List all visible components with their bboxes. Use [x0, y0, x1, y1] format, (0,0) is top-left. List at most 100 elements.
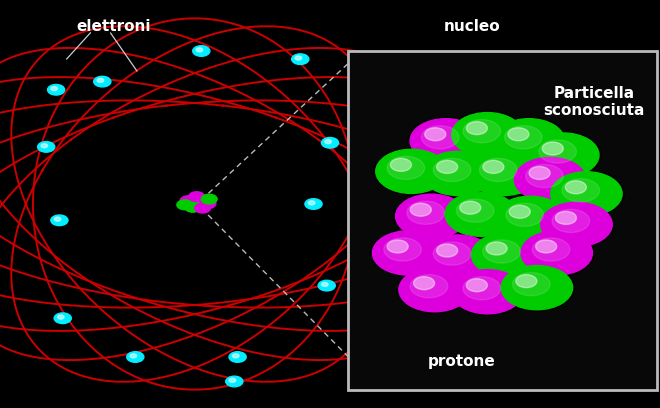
Circle shape — [483, 160, 504, 173]
Circle shape — [193, 195, 209, 205]
Circle shape — [471, 233, 543, 277]
Circle shape — [525, 132, 601, 178]
Circle shape — [486, 242, 507, 255]
Circle shape — [410, 119, 482, 163]
Circle shape — [521, 231, 593, 275]
Circle shape — [376, 149, 447, 193]
Circle shape — [226, 376, 243, 387]
Circle shape — [54, 313, 71, 324]
Circle shape — [519, 230, 594, 276]
Circle shape — [407, 201, 444, 224]
Circle shape — [425, 128, 446, 141]
Circle shape — [408, 118, 483, 164]
Circle shape — [422, 151, 494, 195]
Circle shape — [539, 140, 576, 163]
Circle shape — [305, 199, 322, 209]
Circle shape — [229, 352, 246, 362]
Circle shape — [97, 78, 104, 82]
Text: nucleo: nucleo — [444, 19, 500, 34]
Circle shape — [529, 166, 550, 180]
Circle shape — [195, 203, 211, 213]
Circle shape — [543, 142, 563, 155]
Circle shape — [506, 203, 543, 226]
Circle shape — [527, 133, 599, 177]
Circle shape — [469, 232, 544, 278]
Circle shape — [127, 352, 144, 362]
Circle shape — [467, 279, 487, 292]
Circle shape — [48, 84, 65, 95]
Circle shape — [449, 268, 525, 315]
Circle shape — [443, 191, 518, 237]
Circle shape — [196, 48, 203, 52]
Circle shape — [437, 244, 457, 257]
Circle shape — [463, 277, 500, 300]
Circle shape — [189, 192, 205, 202]
Circle shape — [550, 172, 622, 216]
Circle shape — [397, 266, 472, 313]
Text: protone: protone — [428, 354, 496, 368]
Circle shape — [516, 275, 537, 288]
Circle shape — [229, 378, 236, 382]
Circle shape — [193, 46, 210, 56]
Circle shape — [41, 144, 48, 148]
Circle shape — [548, 171, 624, 217]
Circle shape — [38, 142, 55, 152]
Circle shape — [552, 209, 589, 233]
Circle shape — [510, 205, 530, 218]
Circle shape — [411, 203, 431, 216]
Circle shape — [395, 194, 467, 238]
Circle shape — [321, 282, 328, 286]
Text: Particella
sconosciuta: Particella sconosciuta — [543, 86, 645, 118]
Circle shape — [321, 137, 339, 148]
Circle shape — [414, 277, 434, 290]
Circle shape — [494, 196, 566, 240]
Circle shape — [318, 280, 335, 291]
Circle shape — [539, 201, 614, 248]
Circle shape — [437, 160, 457, 173]
Circle shape — [482, 240, 520, 263]
Circle shape — [466, 150, 541, 197]
Circle shape — [556, 211, 576, 224]
Circle shape — [504, 126, 542, 149]
Circle shape — [420, 150, 495, 197]
Circle shape — [445, 192, 517, 236]
Circle shape — [525, 164, 563, 188]
Circle shape — [456, 199, 494, 222]
Circle shape — [200, 199, 216, 208]
Circle shape — [410, 275, 447, 298]
Circle shape — [51, 86, 57, 91]
Circle shape — [451, 270, 523, 314]
Circle shape — [433, 158, 471, 182]
Circle shape — [399, 268, 471, 312]
Circle shape — [433, 242, 471, 265]
Circle shape — [562, 179, 599, 202]
Circle shape — [387, 240, 408, 253]
Circle shape — [180, 196, 196, 206]
Circle shape — [387, 156, 424, 180]
Circle shape — [536, 240, 556, 253]
Circle shape — [468, 151, 540, 195]
Circle shape — [508, 128, 529, 141]
Circle shape — [460, 201, 480, 214]
Circle shape — [514, 157, 586, 202]
Circle shape — [499, 264, 574, 311]
Circle shape — [566, 181, 586, 194]
Circle shape — [374, 148, 449, 195]
Circle shape — [491, 118, 566, 164]
Circle shape — [512, 156, 587, 203]
Circle shape — [479, 158, 517, 182]
Circle shape — [370, 230, 446, 276]
Circle shape — [467, 122, 487, 135]
Circle shape — [295, 56, 302, 60]
Circle shape — [449, 111, 525, 158]
Circle shape — [325, 140, 331, 144]
Circle shape — [421, 126, 459, 149]
Circle shape — [130, 354, 137, 358]
Circle shape — [383, 238, 421, 261]
Circle shape — [292, 54, 309, 64]
Circle shape — [177, 200, 193, 210]
Circle shape — [463, 120, 500, 143]
Circle shape — [393, 193, 469, 239]
Circle shape — [501, 266, 573, 310]
Circle shape — [185, 202, 201, 212]
